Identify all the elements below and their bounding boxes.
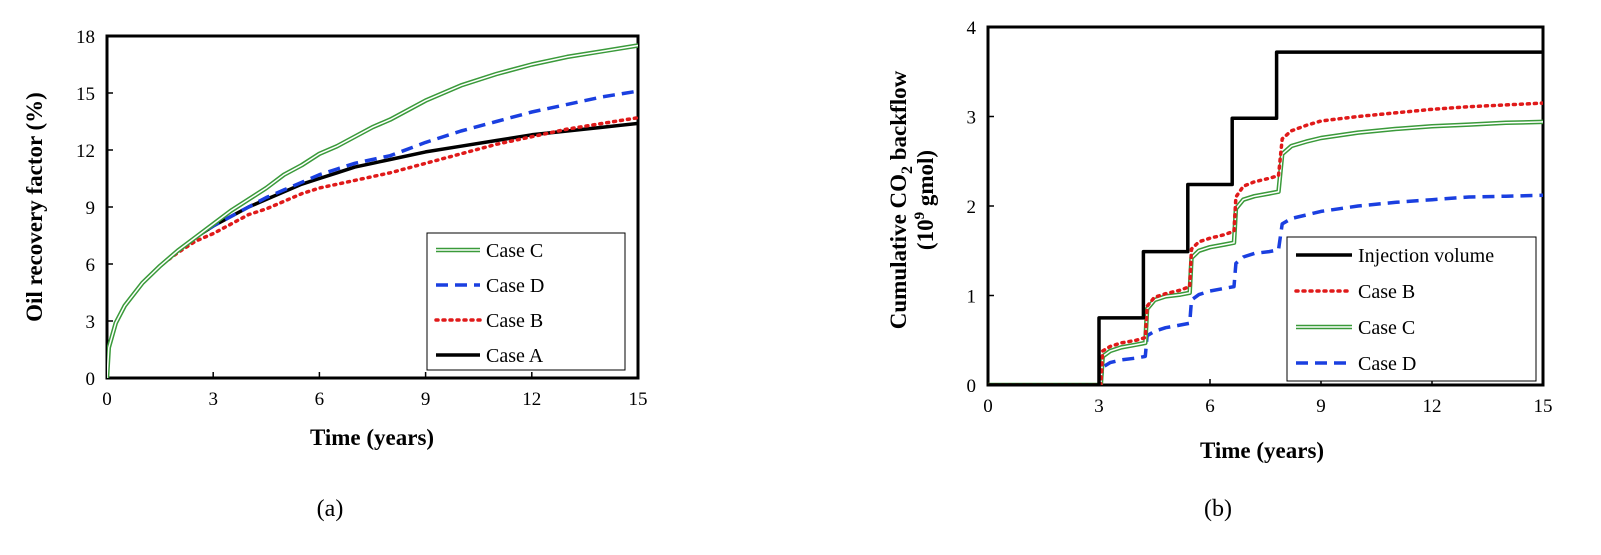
- chart-a-ytick-label: 12: [76, 141, 95, 162]
- chart-a-ytick-label: 15: [76, 84, 95, 105]
- chart-b-legend-label: Case C: [1358, 317, 1415, 339]
- chart-b-ylabel-sub: 2: [899, 166, 916, 174]
- chart-a-legend-box: [426, 232, 626, 371]
- chart-a-xtick-label: 6: [315, 389, 325, 410]
- panel-b-label: (b): [1204, 496, 1232, 522]
- chart-b-legend: Injection volume Case B Case C Case D: [1286, 236, 1537, 382]
- chart-b-ytick-label: 2: [967, 197, 977, 218]
- chart-b-xtick-label: 9: [1316, 396, 1326, 417]
- chart-b-xtick-label: 6: [1205, 396, 1215, 417]
- chart-a-ytick-label: 18: [76, 27, 95, 48]
- chart-a-axes: 0 3 6 9 12 15 0 3 6 9 12 15 18: [76, 27, 648, 410]
- chart-b-ylabel-line1: Cumulative CO2 backflow: [886, 70, 916, 329]
- chart-b-xtick-label: 3: [1094, 396, 1104, 417]
- chart-a-xtick-label: 15: [629, 389, 648, 410]
- chart-b-series-injection-volume: [988, 50, 1543, 385]
- chart-b-ylabel-part4: gmol): [913, 150, 938, 212]
- chart-a-legend-label: Case A: [486, 345, 544, 367]
- chart-b-series-case-d: [988, 193, 1543, 385]
- chart-b-legend-label: Injection volume: [1358, 245, 1494, 267]
- chart-b-legend-label: Case D: [1358, 353, 1416, 375]
- chart-a-ylabel: Oil recovery factor (%): [22, 92, 47, 322]
- chart-b-ytick-label: 0: [967, 376, 977, 397]
- chart-b-ylabel-part1: Cumulative CO: [886, 174, 911, 329]
- chart-a-xlabel: Time (years): [310, 425, 434, 450]
- chart-b-ytick-label: 1: [967, 287, 977, 308]
- chart-b-series-case-b: [988, 101, 1543, 385]
- chart-a-legend-label: Case D: [486, 275, 544, 297]
- chart-b-xtick-label: 0: [983, 396, 993, 417]
- chart-a-legend: Case C Case D Case B Case A: [426, 232, 626, 371]
- chart-b-legend-box: [1286, 236, 1537, 382]
- chart-a-series: [107, 43, 638, 378]
- chart-a-series-inner: [107, 44, 638, 378]
- chart-a: 0 3 6 9 12 15 0 3 6 9 12 15 18 Time (years) Oil reco…: [22, 27, 648, 522]
- chart-b-ytick-label: 4: [967, 18, 977, 39]
- chart-b-xlabel: Time (years): [1200, 438, 1324, 463]
- chart-a-ytick-label: 9: [86, 198, 96, 219]
- chart-b-legend-label: Case B: [1358, 281, 1415, 303]
- chart-b-xtick-label: 15: [1534, 396, 1553, 417]
- chart-a-ytick-label: 0: [86, 369, 96, 390]
- panel-a-label: (a): [317, 496, 344, 522]
- chart-b-ylabel-sup: 9: [912, 212, 928, 220]
- chart-a-legend-label: Case C: [486, 240, 543, 262]
- chart-a-legend-label: Case B: [486, 310, 543, 332]
- chart-a-ytick-label: 3: [86, 312, 96, 333]
- chart-b-ylabel-part2: backflow: [886, 70, 911, 166]
- chart-b-ylabel-line2: (109 gmol): [912, 150, 938, 250]
- chart-b-xtick-label: 12: [1423, 396, 1442, 417]
- chart-b-ytick-label: 3: [967, 108, 977, 129]
- chart-a-xtick-label: 0: [102, 389, 112, 410]
- chart-a-ytick-label: 6: [86, 255, 96, 276]
- chart-b-series-inner: [988, 121, 1543, 385]
- chart-a-xtick-label: 9: [421, 389, 431, 410]
- chart-b-series: [988, 50, 1543, 385]
- chart-a-xtick-label: 3: [208, 389, 218, 410]
- chart-b-ylabel-part3: (10: [913, 219, 938, 250]
- chart-a-xtick-label: 12: [522, 389, 541, 410]
